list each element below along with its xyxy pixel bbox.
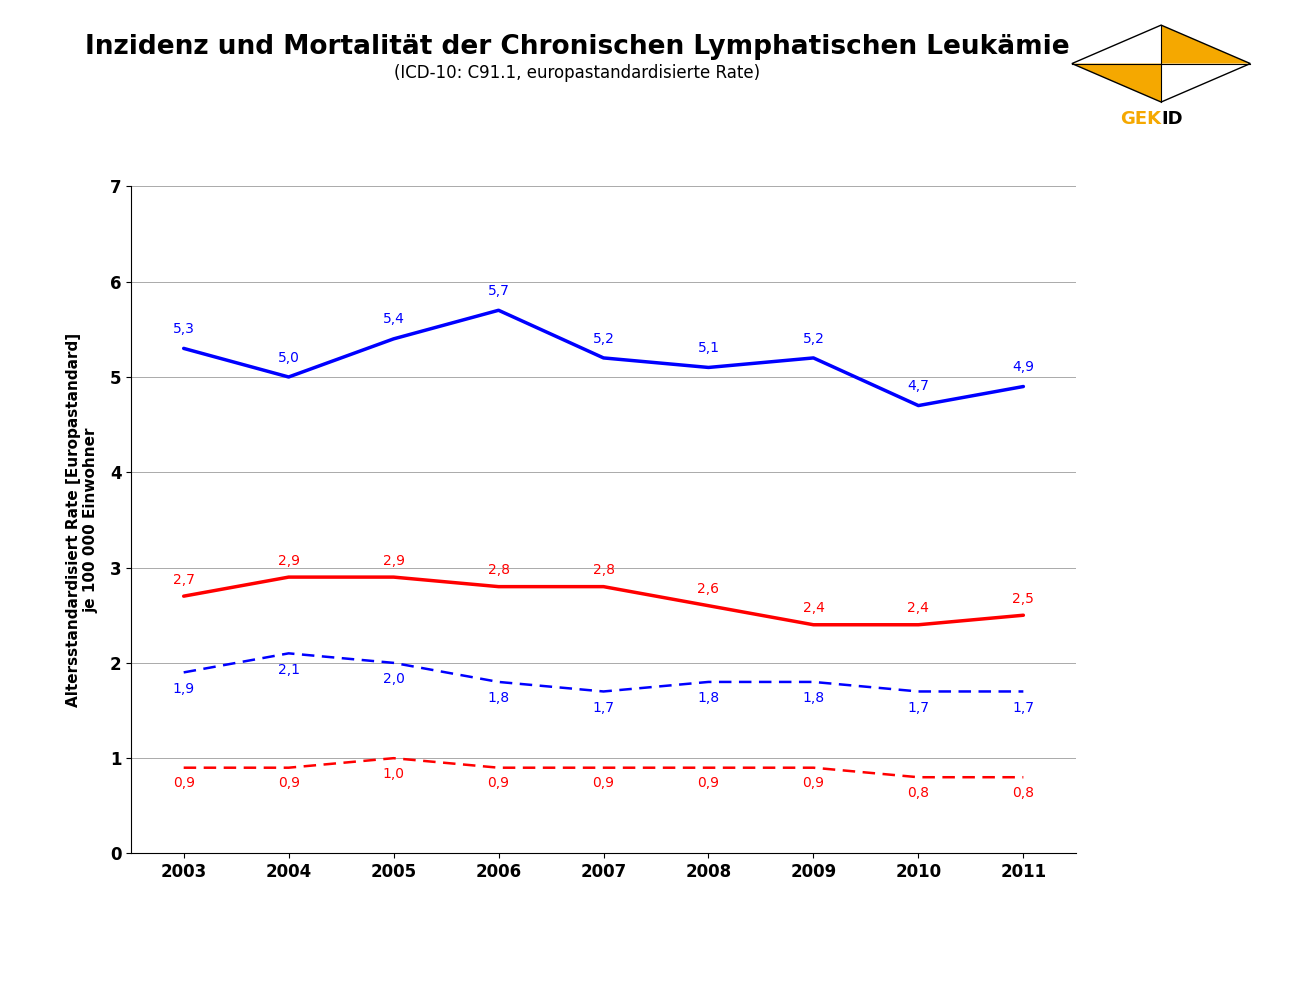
Text: 1,9: 1,9 xyxy=(173,682,194,696)
Text: 5,3: 5,3 xyxy=(173,322,194,336)
Text: (ICD-10: C91.1, europastandardisierte Rate): (ICD-10: C91.1, europastandardisierte Ra… xyxy=(394,64,761,81)
Text: 0,9: 0,9 xyxy=(278,776,299,791)
Text: 2,4: 2,4 xyxy=(803,601,824,615)
Text: 2,8: 2,8 xyxy=(488,563,509,577)
Text: 0,9: 0,9 xyxy=(593,776,614,791)
Text: 1,8: 1,8 xyxy=(698,692,719,705)
Y-axis label: Altersstandardisiert Rate [Europastandard]
je 100 000 Einwohner: Altersstandardisiert Rate [Europastandar… xyxy=(67,333,98,707)
Text: 5,2: 5,2 xyxy=(593,332,614,345)
Text: 2,7: 2,7 xyxy=(173,573,194,587)
Polygon shape xyxy=(1161,64,1250,102)
Text: 2,8: 2,8 xyxy=(593,563,614,577)
Text: ID: ID xyxy=(1161,110,1182,128)
Text: 2,9: 2,9 xyxy=(278,553,299,568)
Text: 2,9: 2,9 xyxy=(383,553,404,568)
Text: 1,7: 1,7 xyxy=(908,701,929,715)
Text: 4,9: 4,9 xyxy=(1013,360,1034,374)
Text: 1,8: 1,8 xyxy=(803,692,824,705)
Text: 5,0: 5,0 xyxy=(278,350,299,365)
Text: 4,7: 4,7 xyxy=(908,380,929,393)
Text: 0,9: 0,9 xyxy=(488,776,509,791)
Polygon shape xyxy=(1161,26,1250,64)
Text: 1,0: 1,0 xyxy=(383,767,404,781)
Text: 5,1: 5,1 xyxy=(698,341,719,355)
Text: 5,2: 5,2 xyxy=(803,332,824,345)
Text: 0,8: 0,8 xyxy=(1013,786,1034,800)
Text: 2,5: 2,5 xyxy=(1013,592,1034,605)
Text: 5,7: 5,7 xyxy=(488,284,509,298)
Polygon shape xyxy=(1072,26,1161,64)
Text: 1,7: 1,7 xyxy=(1013,701,1034,715)
Text: GEK: GEK xyxy=(1120,110,1161,128)
Text: 2,0: 2,0 xyxy=(383,672,404,687)
Text: 1,7: 1,7 xyxy=(593,701,614,715)
Text: 2,6: 2,6 xyxy=(698,582,719,596)
Text: Inzidenz und Mortalität der Chronischen Lymphatischen Leukämie: Inzidenz und Mortalität der Chronischen … xyxy=(85,34,1069,61)
Text: 0,9: 0,9 xyxy=(173,776,194,791)
Text: 2,4: 2,4 xyxy=(908,601,929,615)
Text: 0,8: 0,8 xyxy=(908,786,929,800)
Text: 1,8: 1,8 xyxy=(488,692,509,705)
Polygon shape xyxy=(1072,64,1161,102)
Text: 0,9: 0,9 xyxy=(803,776,824,791)
Text: 0,9: 0,9 xyxy=(698,776,719,791)
Text: 2,1: 2,1 xyxy=(278,663,299,677)
Text: 5,4: 5,4 xyxy=(383,313,404,327)
